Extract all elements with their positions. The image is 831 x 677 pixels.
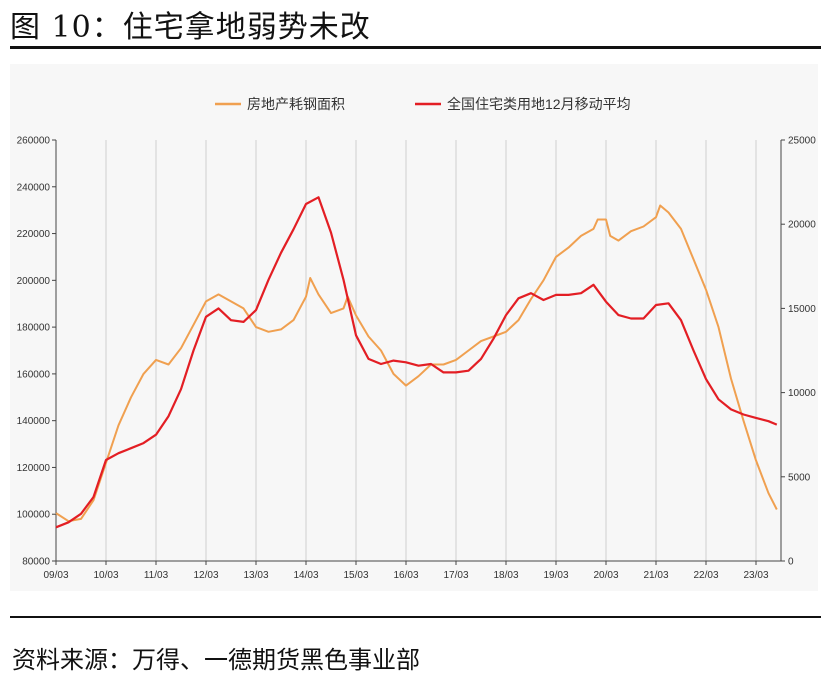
x-tick-label: 12/03	[193, 570, 218, 581]
x-tick-label: 17/03	[443, 570, 468, 581]
source-note: 资料来源：万得、一德期货黑色事业部	[12, 646, 420, 674]
y-left-tick-label: 200000	[17, 276, 51, 287]
series-line-residential-land	[55, 196, 778, 529]
y-left-tick-label: 180000	[17, 323, 51, 334]
x-tick-label: 20/03	[593, 570, 618, 581]
x-tick-label: 09/03	[43, 570, 68, 581]
source-rule	[10, 616, 821, 618]
y-left-tick-label: 80000	[22, 557, 50, 568]
series-layer	[55, 196, 778, 529]
x-tick-label: 10/03	[93, 570, 118, 581]
legend-label: 全国住宅类用地12月移动平均	[447, 96, 631, 112]
x-tick-label: 11/03	[144, 570, 169, 581]
x-tick-label: 22/03	[693, 570, 718, 581]
y-right-tick-label: 20000	[788, 220, 816, 231]
figure-title: 图 10：住宅拿地弱势未改	[10, 10, 371, 45]
y-left-tick-label: 100000	[17, 510, 51, 521]
y-left-tick-label: 240000	[17, 182, 51, 193]
x-tick-label: 13/03	[243, 570, 268, 581]
y-right-tick-label: 0	[788, 557, 794, 568]
series-line-steel-area	[55, 204, 778, 523]
grid-layer	[105, 140, 757, 561]
y-right-tick-label: 10000	[788, 388, 816, 399]
y-right-tick-label: 15000	[788, 304, 816, 315]
y-left-tick-label: 260000	[17, 136, 51, 147]
x-tick-label: 19/03	[543, 570, 568, 581]
axis-layer: 09/03 10/03 11/03 12/03 13/03 14/03 15/03 16/03…	[17, 136, 817, 582]
legend: 房地产耗钢面积 全国住宅类用地12月移动平均	[215, 96, 631, 112]
y-left-tick-label: 120000	[17, 463, 51, 474]
chart-area: 09/03 10/03 11/03 12/03 13/03 14/03 15/03 16/03…	[10, 64, 818, 591]
x-tick-label: 16/03	[393, 570, 418, 581]
y-right-tick-label: 5000	[788, 472, 811, 483]
line-chart: 09/03 10/03 11/03 12/03 13/03 14/03 15/03 16/03…	[17, 96, 817, 582]
y-left-tick-label: 220000	[17, 229, 51, 240]
x-tick-label: 21/03	[643, 570, 668, 581]
y-left-tick-label: 140000	[17, 416, 51, 427]
y-right-tick-label: 25000	[788, 136, 816, 147]
x-tick-label: 14/03	[293, 570, 318, 581]
x-tick-label: 18/03	[493, 570, 518, 581]
legend-label: 房地产耗钢面积	[247, 96, 345, 112]
x-tick-label: 23/03	[743, 570, 768, 581]
y-left-tick-label: 160000	[17, 369, 51, 380]
title-rule	[10, 46, 821, 49]
x-tick-label: 15/03	[343, 570, 368, 581]
